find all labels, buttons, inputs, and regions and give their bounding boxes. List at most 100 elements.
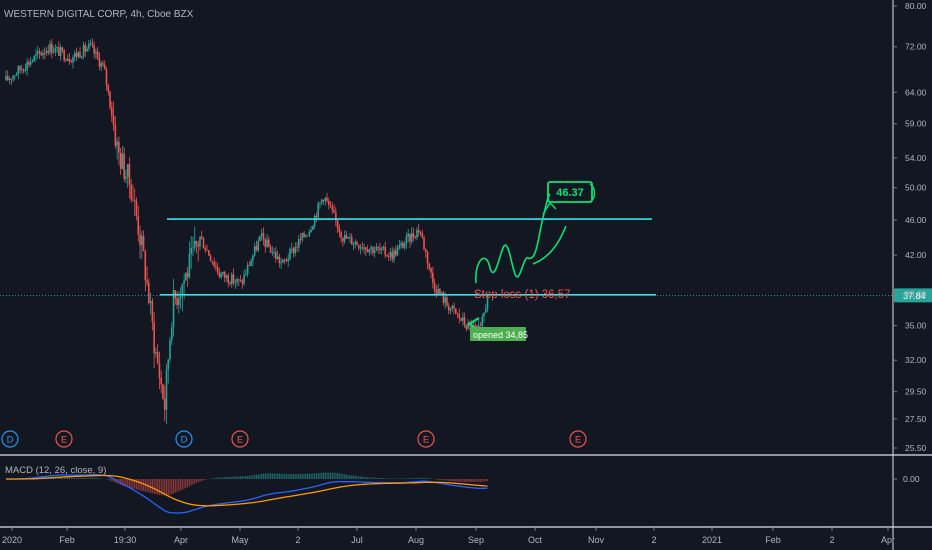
candle-body[interactable] — [245, 273, 247, 275]
candle-body[interactable] — [407, 233, 409, 237]
candle-body[interactable] — [148, 282, 150, 303]
candle-body[interactable] — [211, 261, 214, 263]
candle-body[interactable] — [296, 246, 298, 248]
candle-body[interactable] — [375, 247, 378, 251]
candle-body[interactable] — [137, 215, 140, 235]
candle-body[interactable] — [51, 43, 53, 53]
candle-body[interactable] — [451, 305, 454, 309]
candle-body[interactable] — [56, 47, 58, 49]
candles[interactable] — [5, 38, 489, 424]
candle-body[interactable] — [481, 316, 484, 327]
candle-body[interactable] — [61, 47, 64, 51]
candle-body[interactable] — [264, 239, 267, 247]
candle-body[interactable] — [266, 239, 268, 247]
candle-body[interactable] — [310, 229, 312, 232]
candle-body[interactable] — [306, 235, 309, 237]
candle-body[interactable] — [299, 239, 302, 241]
candle-body[interactable] — [479, 325, 482, 327]
candle-body[interactable] — [398, 245, 401, 248]
candle-body[interactable] — [26, 62, 28, 71]
candle-body[interactable] — [283, 259, 286, 261]
drawing-annotations[interactable]: 46.37 Stop loss (1) 36,57 opened 34,85 — [467, 181, 596, 341]
candle-body[interactable] — [63, 50, 65, 60]
macd-line[interactable] — [5, 473, 488, 514]
candle-body[interactable] — [116, 141, 118, 146]
candle-body[interactable] — [335, 212, 337, 221]
candle-body[interactable] — [40, 52, 43, 56]
candle-body[interactable] — [463, 317, 466, 326]
candle-body[interactable] — [13, 75, 16, 77]
candle-body[interactable] — [447, 305, 450, 311]
candle-body[interactable] — [349, 236, 351, 238]
candle-body[interactable] — [93, 45, 95, 54]
candle-body[interactable] — [146, 280, 148, 283]
candle-body[interactable] — [252, 255, 254, 261]
candle-body[interactable] — [10, 78, 13, 80]
candle-body[interactable] — [68, 58, 71, 62]
candle-body[interactable] — [229, 282, 231, 285]
candle-body[interactable] — [102, 63, 104, 65]
candle-body[interactable] — [230, 274, 233, 285]
candle-body[interactable] — [227, 275, 230, 283]
candle-body[interactable] — [294, 246, 297, 254]
candle-body[interactable] — [193, 240, 196, 248]
candle-body[interactable] — [402, 243, 404, 248]
earnings-marker[interactable] — [569, 430, 587, 448]
candle-body[interactable] — [58, 47, 60, 56]
candle-body[interactable] — [241, 280, 244, 284]
dividend-marker[interactable] — [175, 430, 193, 448]
candle-body[interactable] — [206, 249, 208, 251]
candle-body[interactable] — [204, 248, 207, 250]
candle-body[interactable] — [98, 57, 101, 67]
candle-body[interactable] — [338, 228, 341, 232]
candle-body[interactable] — [82, 45, 85, 57]
candle-body[interactable] — [142, 235, 145, 251]
candle-body[interactable] — [259, 235, 261, 241]
candle-body[interactable] — [387, 256, 390, 258]
candle-body[interactable] — [17, 66, 20, 75]
candle-body[interactable] — [365, 247, 367, 251]
candle-body[interactable] — [132, 199, 134, 201]
candle-body[interactable] — [347, 237, 349, 239]
candle-body[interactable] — [313, 215, 316, 227]
candle-body[interactable] — [119, 152, 122, 169]
candle-body[interactable] — [118, 141, 120, 153]
candle-body[interactable] — [356, 242, 358, 246]
candle-body[interactable] — [236, 279, 238, 283]
candle-body[interactable] — [255, 246, 258, 251]
candle-body[interactable] — [317, 203, 319, 218]
candle-body[interactable] — [379, 248, 381, 251]
candle-body[interactable] — [86, 48, 88, 52]
candle-body[interactable] — [123, 153, 125, 179]
candle-body[interactable] — [331, 206, 334, 211]
candle-body[interactable] — [324, 197, 327, 201]
candle-body[interactable] — [257, 240, 260, 251]
candle-body[interactable] — [269, 246, 272, 253]
candle-body[interactable] — [361, 247, 364, 249]
candle-body[interactable] — [89, 43, 92, 45]
candle-body[interactable] — [232, 274, 235, 283]
candle-body[interactable] — [195, 240, 198, 245]
candle-body[interactable] — [285, 259, 288, 262]
candle-body[interactable] — [380, 247, 383, 251]
candle-body[interactable] — [373, 250, 376, 253]
candle-body[interactable] — [223, 271, 226, 278]
candle-body[interactable] — [125, 176, 127, 179]
candle-body[interactable] — [183, 280, 185, 284]
candle-body[interactable] — [160, 377, 162, 385]
candle-body[interactable] — [248, 264, 251, 266]
candle-body[interactable] — [49, 43, 51, 53]
candle-body[interactable] — [366, 250, 369, 253]
candle-body[interactable] — [156, 351, 159, 364]
candle-body[interactable] — [449, 308, 452, 311]
candle-body[interactable] — [320, 199, 323, 203]
candle-body[interactable] — [419, 232, 422, 233]
candle-body[interactable] — [486, 295, 489, 310]
candle-body[interactable] — [246, 264, 249, 274]
candle-body[interactable] — [73, 53, 76, 58]
earnings-marker[interactable] — [417, 430, 435, 448]
stop-loss-label[interactable]: Stop loss (1) 36,57 — [474, 289, 571, 301]
candle-body[interactable] — [359, 247, 362, 249]
candle-body[interactable] — [329, 205, 332, 207]
candle-body[interactable] — [31, 60, 34, 62]
